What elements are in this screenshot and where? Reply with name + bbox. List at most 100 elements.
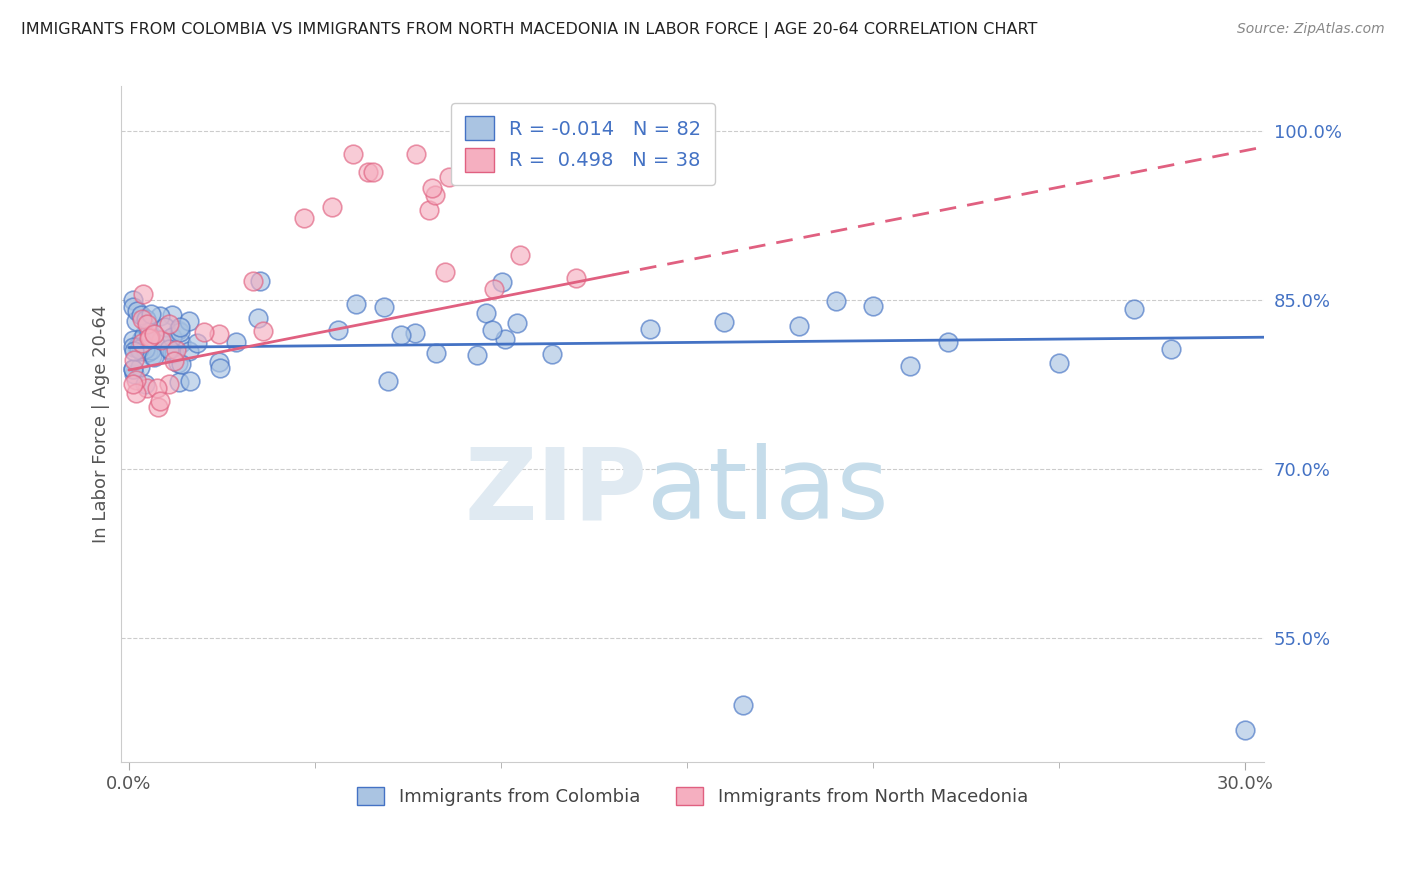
Point [136,318,159,332]
Point [159,317,181,331]
Point [167,375,190,389]
Point [509,248,531,262]
Point [418,202,440,217]
Point [160,345,183,359]
Point [149,332,172,346]
Point [157,343,180,357]
Point [157,376,180,391]
Text: ZIP: ZIP [464,443,647,541]
Point [437,170,460,185]
Legend: Immigrants from Colombia, Immigrants from North Macedonia: Immigrants from Colombia, Immigrants fro… [350,780,1035,814]
Point [125,373,148,387]
Point [148,333,170,347]
Point [141,307,163,321]
Point [540,347,562,361]
Point [136,381,159,395]
Point [564,270,586,285]
Point [125,385,148,400]
Point [179,374,201,388]
Point [481,323,503,337]
Point [252,325,274,339]
Point [167,323,190,337]
Point [150,334,173,348]
Point [153,320,176,334]
Point [146,400,169,414]
Point [131,335,153,350]
Point [143,327,166,342]
Point [825,293,848,308]
Point [225,335,247,350]
Point [121,293,143,307]
Point [121,377,143,392]
Point [1234,723,1257,738]
Point [900,359,922,374]
Point [491,275,513,289]
Point [713,315,735,329]
Point [475,306,498,320]
Point [1122,301,1144,316]
Point [139,343,162,357]
Point [207,326,229,341]
Point [122,352,145,367]
Point [160,308,183,322]
Point [128,343,150,357]
Point [149,309,172,323]
Point [862,299,884,313]
Point [787,319,810,334]
Point [391,328,413,343]
Point [129,333,152,347]
Point [328,322,350,336]
Point [139,330,162,344]
Point [141,349,163,363]
Text: atlas: atlas [647,443,889,541]
Point [420,181,443,195]
Point [167,356,190,370]
Point [638,322,661,336]
Y-axis label: In Labor Force | Age 20-64: In Labor Force | Age 20-64 [93,305,110,543]
Point [135,341,157,355]
Point [209,361,232,376]
Point [506,316,529,330]
Point [361,165,384,179]
Point [207,354,229,368]
Point [494,332,516,346]
Point [122,344,145,359]
Point [434,265,457,279]
Point [131,312,153,326]
Point [134,376,156,391]
Point [165,343,187,357]
Point [357,165,380,179]
Point [731,698,754,713]
Point [132,286,155,301]
Point [936,334,959,349]
Point [121,300,143,314]
Point [193,325,215,339]
Point [135,312,157,326]
Point [169,320,191,334]
Point [121,362,143,376]
Point [425,187,447,202]
Text: IMMIGRANTS FROM COLOMBIA VS IMMIGRANTS FROM NORTH MACEDONIA IN LABOR FORCE | AGE: IMMIGRANTS FROM COLOMBIA VS IMMIGRANTS F… [21,22,1038,38]
Point [344,297,367,311]
Point [121,334,143,348]
Point [321,201,343,215]
Point [292,211,315,226]
Point [146,381,169,395]
Point [132,330,155,344]
Point [482,282,505,296]
Point [1160,342,1182,356]
Point [405,147,427,161]
Point [162,330,184,344]
Point [404,326,426,341]
Point [242,274,264,288]
Text: Source: ZipAtlas.com: Source: ZipAtlas.com [1237,22,1385,37]
Point [1047,356,1070,370]
Point [125,303,148,318]
Point [170,336,193,351]
Point [342,147,364,161]
Point [467,348,489,362]
Point [132,328,155,343]
Point [373,300,395,314]
Point [122,368,145,382]
Point [179,344,201,359]
